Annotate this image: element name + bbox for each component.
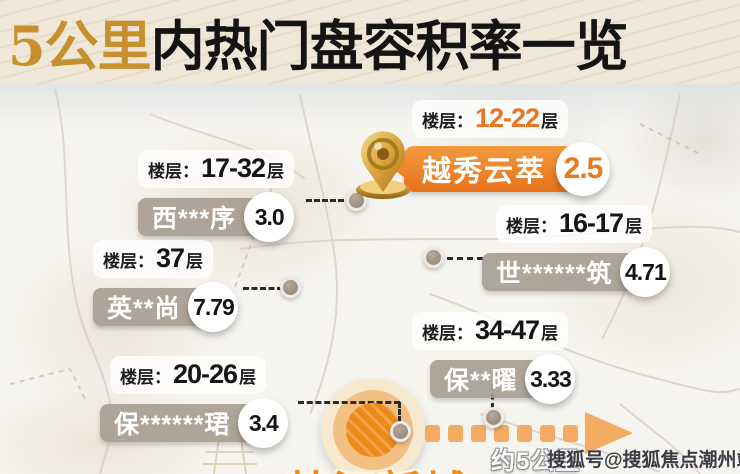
floor-label: 楼层： 37 层 (93, 240, 214, 278)
ratio-badge: 3.4 (238, 398, 289, 448)
ratio-badge: 2.5 (556, 142, 611, 196)
property-banner: 英**尚 (93, 288, 207, 326)
distance-arrow (425, 425, 578, 442)
property-banner: 保******珺 (100, 404, 257, 442)
dashed-connector (298, 401, 400, 404)
ratio-badge: 3.0 (244, 192, 295, 242)
poi-xi-xu: 楼层： 17-32 层 西***序 3.0 (138, 150, 295, 242)
poi-shi-zhu: 楼层： 16-17 层 世******筑 4.71 (482, 205, 671, 297)
property-banner-featured: 越秀云萃 (392, 146, 575, 192)
floor-label: 楼层： 16-17 层 (496, 205, 653, 243)
location-pin-icon (352, 128, 414, 205)
map-shade (0, 84, 740, 130)
property-banner: 保**曜 (430, 360, 544, 398)
poi-yuexiu-yuncui: 楼层： 12-22 层 越秀云萃 2.5 (392, 100, 611, 196)
dashed-connector (447, 257, 483, 260)
dashed-connector (243, 287, 283, 290)
distance-arrow-head (585, 412, 633, 454)
ratio-badge: 4.71 (620, 247, 671, 297)
map-dot (280, 277, 301, 298)
property-banner: 西***序 (138, 198, 263, 236)
poi-bao-jun: 楼层： 20-26 层 保******珺 3.4 (100, 356, 289, 448)
header-band: 5公里内热门盘容积率一览 (0, 0, 740, 84)
floor-label: 楼层： 17-32 层 (138, 150, 295, 188)
property-banner: 世******筑 (482, 253, 639, 291)
map-dot (390, 421, 411, 442)
watermark: 搜狐号@搜狐焦点潮州站 (547, 450, 740, 471)
map-dot (483, 407, 504, 428)
page-title: 5公里内热门盘容积率一览 (8, 2, 629, 81)
ratio-badge: 3.33 (525, 354, 576, 404)
title-rest: 内热门盘容积率一览 (150, 14, 629, 78)
dashed-connector (306, 199, 352, 202)
floor-label: 楼层： 20-26 层 (110, 356, 267, 394)
center-circle (346, 403, 400, 457)
center-label: 韩江新城 (287, 458, 471, 474)
poi-ying-shang: 楼层： 37 层 英**尚 7.79 (93, 240, 239, 332)
title-highlight: 5公里 (8, 14, 152, 78)
dashed-connector (398, 402, 401, 422)
floor-label: 楼层： 34-47 层 (412, 312, 569, 350)
distance-label: 约5公里 (491, 448, 581, 474)
map-dot (423, 247, 444, 268)
poi-bao-yao: 楼层： 34-47 层 保**曜 3.33 (412, 312, 576, 404)
floor-label: 楼层： 12-22 层 (412, 100, 569, 138)
ratio-badge: 7.79 (188, 282, 239, 332)
